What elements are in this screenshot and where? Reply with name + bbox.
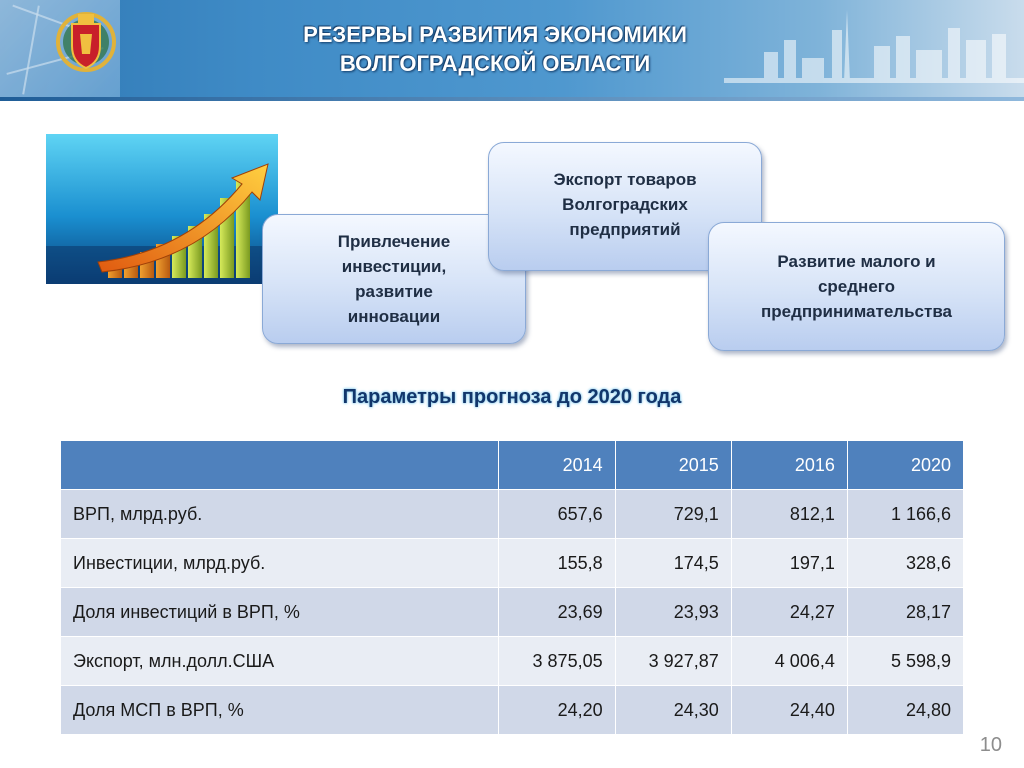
table-cell: 328,6 xyxy=(846,538,965,588)
table-cell: 3 875,05 xyxy=(498,636,616,686)
table-cell: 729,1 xyxy=(614,489,732,539)
row-label: Доля МСП в ВРП, % xyxy=(59,685,500,735)
table-cell: 24,80 xyxy=(846,685,965,735)
export-bubble-text: Экспорт товаров Волгоградских предприяти… xyxy=(553,170,697,239)
table-cell: 174,5 xyxy=(614,538,732,588)
table-row: Инвестиции, млрд.руб. 155,8 174,5 197,1 … xyxy=(59,538,965,588)
column-header: 2020 xyxy=(846,440,965,490)
column-header: 2014 xyxy=(498,440,616,490)
table-header-row: 2014 2015 2016 2020 xyxy=(59,440,965,490)
header-divider xyxy=(0,97,1024,101)
table-row: Доля инвестиций в ВРП, % 23,69 23,93 24,… xyxy=(59,587,965,637)
table-row: Доля МСП в ВРП, % 24,20 24,30 24,40 24,8… xyxy=(59,685,965,735)
growth-chart-arrow-icon xyxy=(46,134,278,284)
table-cell: 812,1 xyxy=(730,489,848,539)
row-label: Экспорт, млн.долл.США xyxy=(59,636,500,686)
investment-bubble-text: Привлечение инвестиции, развитие инновац… xyxy=(337,232,451,326)
page-number: 10 xyxy=(979,734,1002,756)
city-skyline-icon xyxy=(724,10,1024,83)
row-label: Инвестиции, млрд.руб. xyxy=(59,538,500,588)
title-line-2: ВОЛГОГРАДСКОЙ ОБЛАСТИ xyxy=(339,51,651,76)
sme-bubble: Развитие малого и среднего предпринимате… xyxy=(708,222,1005,351)
sme-bubble-text: Развитие малого и среднего предпринимате… xyxy=(760,252,953,321)
table-row: ВРП, млрд.руб. 657,6 729,1 812,1 1 166,6 xyxy=(59,489,965,539)
table-cell: 23,69 xyxy=(498,587,616,637)
title-line-1: РЕЗЕРВЫ РАЗВИТИЯ ЭКОНОМИКИ xyxy=(303,22,687,47)
page-title: РЕЗЕРВЫ РАЗВИТИЯ ЭКОНОМИКИ ВОЛГОГРАДСКОЙ… xyxy=(240,20,750,78)
table-cell: 24,30 xyxy=(614,685,732,735)
table-cell: 657,6 xyxy=(498,489,616,539)
column-header: 2016 xyxy=(730,440,848,490)
table-cell: 23,93 xyxy=(614,587,732,637)
table-cell: 4 006,4 xyxy=(730,636,848,686)
header-banner: РЕЗЕРВЫ РАЗВИТИЯ ЭКОНОМИКИ ВОЛГОГРАДСКОЙ… xyxy=(0,0,1024,97)
row-label: Доля инвестиций в ВРП, % xyxy=(59,587,500,637)
forecast-table: 2014 2015 2016 2020 ВРП, млрд.руб. 657,6… xyxy=(59,440,965,735)
table-cell: 24,20 xyxy=(498,685,616,735)
table-cell: 5 598,9 xyxy=(846,636,965,686)
table-cell: 197,1 xyxy=(730,538,848,588)
column-header xyxy=(59,440,500,490)
forecast-subtitle: Параметры прогноза до 2020 года xyxy=(342,386,682,408)
column-header: 2015 xyxy=(614,440,732,490)
volgograd-emblem-icon xyxy=(56,12,116,72)
investment-bubble: Привлечение инвестиции, развитие инновац… xyxy=(262,214,526,344)
table-cell: 24,27 xyxy=(730,587,848,637)
table-cell: 24,40 xyxy=(730,685,848,735)
table-cell: 28,17 xyxy=(846,587,965,637)
table-cell: 1 166,6 xyxy=(846,489,965,539)
table-cell: 3 927,87 xyxy=(614,636,732,686)
row-label: ВРП, млрд.руб. xyxy=(59,489,500,539)
table-row: Экспорт, млн.долл.США 3 875,05 3 927,87 … xyxy=(59,636,965,686)
table-cell: 155,8 xyxy=(498,538,616,588)
